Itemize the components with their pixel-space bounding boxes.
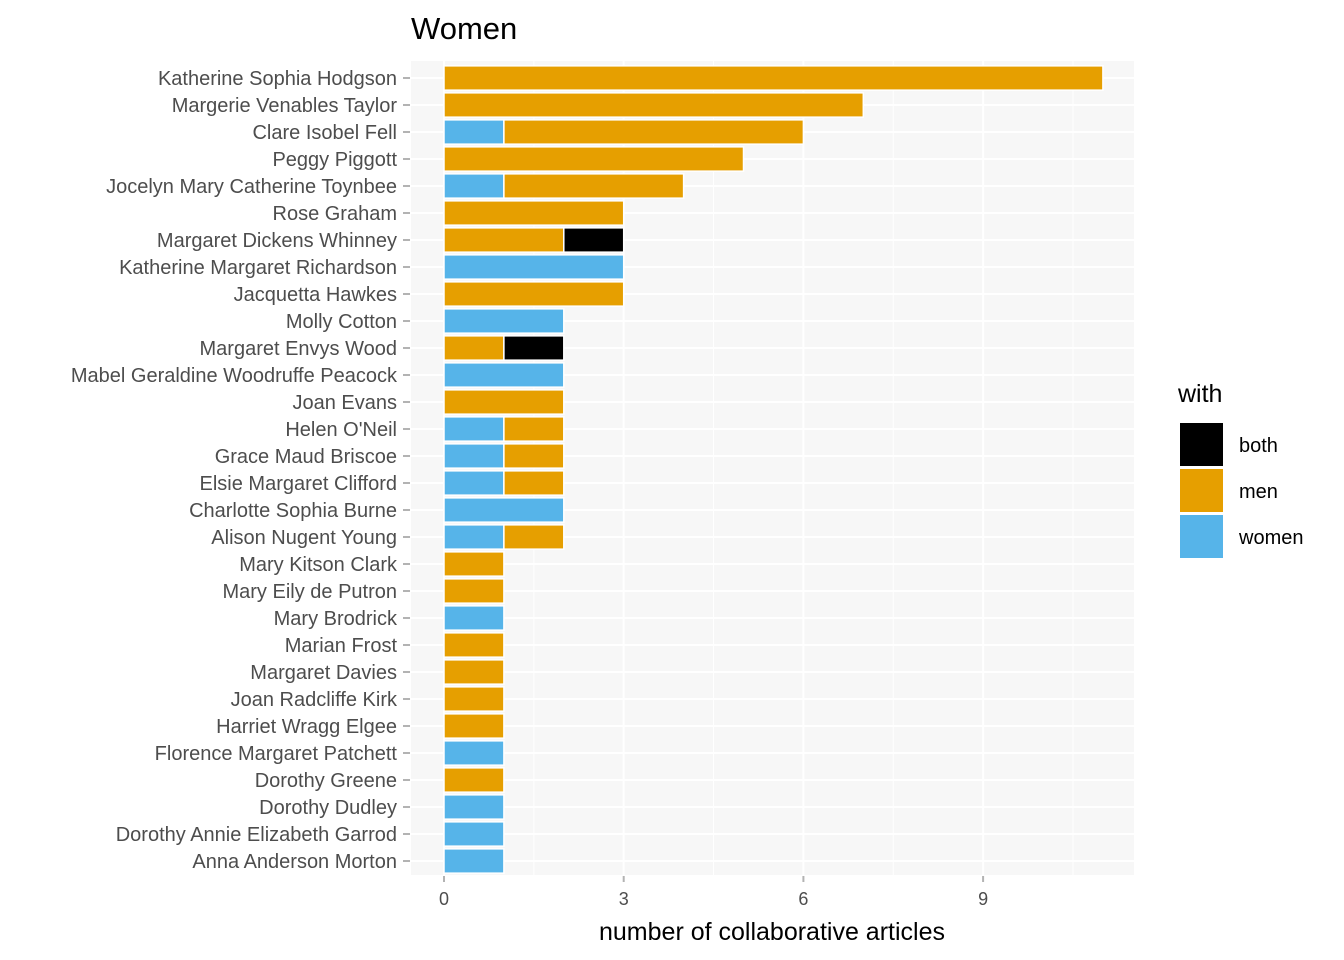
legend-label: women	[1238, 527, 1303, 549]
y-axis: Katherine Sophia Hodgson Margerie Venable…	[71, 68, 410, 873]
category-label: Alison Nugent Young	[211, 527, 397, 549]
bar-segment-women	[443, 362, 565, 388]
category-label: Peggy Piggott	[272, 149, 397, 171]
bar-segment-women	[443, 416, 505, 442]
legend-label: both	[1239, 435, 1278, 457]
bar-segment-women	[443, 740, 505, 766]
bar-segment-men	[443, 578, 505, 604]
x-tick-label: 9	[978, 889, 988, 909]
category-label: Joan Radcliffe Kirk	[231, 689, 398, 711]
chart-title: Women	[411, 11, 517, 46]
bar-segment-men	[443, 92, 865, 118]
bar-segment-men	[443, 713, 505, 739]
category-label: Margaret Davies	[250, 662, 397, 684]
bar-segment-both	[503, 335, 565, 361]
bar-segment-women	[443, 794, 505, 820]
x-tick-label: 6	[798, 889, 808, 909]
bar-segment-women	[443, 497, 565, 523]
bar-segment-both	[563, 227, 625, 253]
category-label: Margaret Envys Wood	[200, 338, 398, 360]
category-label: Marian Frost	[285, 635, 398, 657]
x-tick-label: 0	[439, 889, 449, 909]
bar-segment-women	[443, 524, 505, 550]
bar-segment-men	[443, 767, 505, 793]
x-tick-label: 3	[619, 889, 629, 909]
bar-segment-women	[443, 848, 505, 874]
category-label: Margerie Venables Taylor	[172, 95, 398, 117]
bar-segment-men	[503, 173, 685, 199]
category-label: Katherine Margaret Richardson	[119, 257, 397, 279]
bar-segment-men	[443, 281, 625, 307]
legend-key-women	[1180, 515, 1223, 558]
legend-key-men	[1180, 469, 1223, 512]
legend-key-both	[1180, 423, 1223, 466]
category-label: Grace Maud Briscoe	[215, 446, 397, 468]
category-label: Harriet Wragg Elgee	[216, 716, 397, 738]
category-label: Dorothy Annie Elizabeth Garrod	[116, 824, 397, 846]
category-label: Mary Brodrick	[274, 608, 398, 630]
bar-segment-men	[443, 389, 565, 415]
bar-segment-men	[503, 524, 565, 550]
category-label: Jacquetta Hawkes	[234, 284, 397, 306]
category-label: Margaret Dickens Whinney	[157, 230, 397, 252]
category-label: Katherine Sophia Hodgson	[158, 68, 397, 90]
bar-segment-women	[443, 605, 505, 631]
category-label: Dorothy Dudley	[259, 797, 397, 819]
category-label: Charlotte Sophia Burne	[189, 500, 397, 522]
legend-label: men	[1239, 481, 1278, 503]
bar-segment-women	[443, 821, 505, 847]
bar-segment-men	[443, 686, 505, 712]
bar-segment-women	[443, 119, 505, 145]
bar-segment-men	[443, 200, 625, 226]
x-axis-title: number of collaborative articles	[599, 918, 945, 946]
bar-segment-women	[443, 470, 505, 496]
category-label: Jocelyn Mary Catherine Toynbee	[106, 176, 397, 198]
bar-segment-men	[443, 65, 1104, 91]
legend-title: with	[1177, 380, 1222, 408]
bar-segment-men	[503, 470, 565, 496]
category-label: Mary Eily de Putron	[222, 581, 397, 603]
category-label: Rose Graham	[273, 203, 398, 225]
category-label: Mabel Geraldine Woodruffe Peacock	[71, 365, 398, 387]
category-label: Mary Kitson Clark	[239, 554, 398, 576]
bar-segment-women	[443, 308, 565, 334]
bar-segment-women	[443, 173, 505, 199]
bar-segment-women	[443, 254, 625, 280]
category-label: Clare Isobel Fell	[252, 122, 397, 144]
category-label: Dorothy Greene	[255, 770, 397, 792]
category-label: Helen O'Neil	[285, 419, 397, 441]
bar-segment-men	[443, 335, 505, 361]
legend: with both men women	[1177, 380, 1303, 558]
bar-segment-men	[443, 659, 505, 685]
bar-segment-men	[443, 551, 505, 577]
bar-segment-men	[443, 632, 505, 658]
category-label: Anna Anderson Morton	[192, 851, 397, 873]
bar-segment-men	[443, 227, 565, 253]
bar-segment-men	[503, 119, 805, 145]
category-label: Elsie Margaret Clifford	[200, 473, 397, 495]
category-label: Florence Margaret Patchett	[155, 743, 398, 765]
bar-segment-men	[443, 146, 745, 172]
x-axis: 0 3 6 9	[439, 876, 988, 909]
bar-segment-men	[503, 443, 565, 469]
category-label: Joan Evans	[292, 392, 397, 414]
bar-segment-women	[443, 443, 505, 469]
category-label: Molly Cotton	[286, 311, 397, 333]
bars	[443, 65, 1104, 874]
bar-segment-men	[503, 416, 565, 442]
